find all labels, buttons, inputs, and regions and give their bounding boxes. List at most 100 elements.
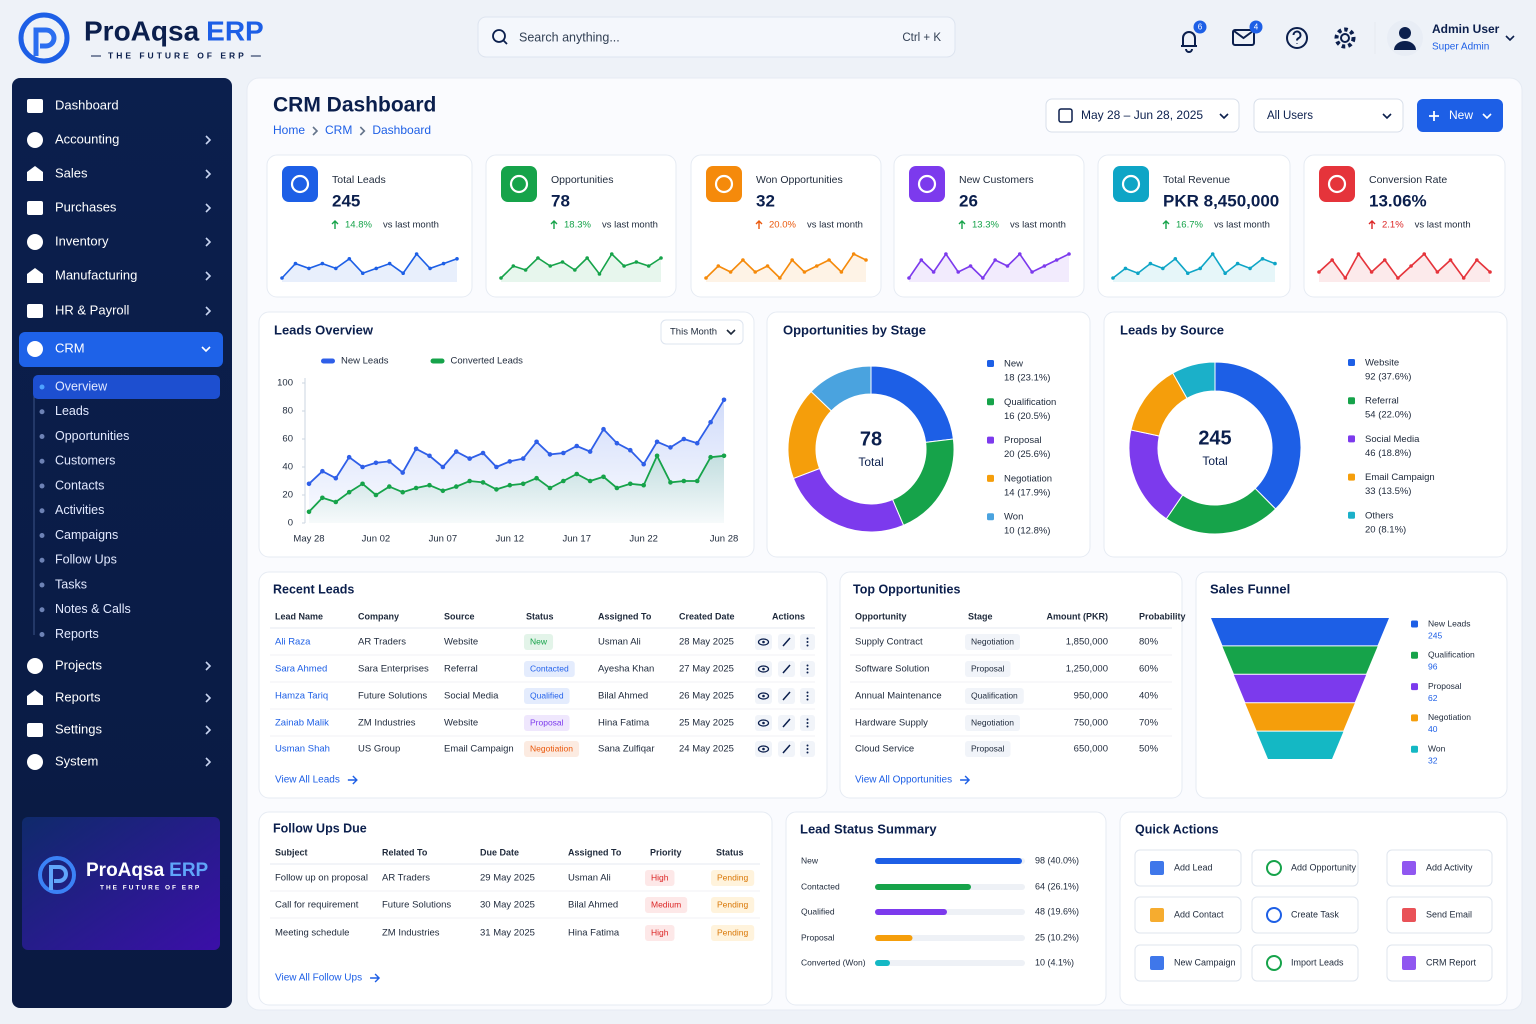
breadcrumb-item[interactable]: Home — [273, 123, 305, 137]
legend-label: Proposal — [1004, 435, 1042, 446]
sparkline-point — [659, 256, 663, 260]
data-point — [494, 487, 499, 492]
nav-item[interactable]: Settings — [55, 721, 102, 736]
quick-action-button[interactable] — [1134, 896, 1242, 934]
chart-title: Leads by Source — [1120, 322, 1224, 337]
subnav-item[interactable]: Tasks — [55, 577, 87, 591]
quick-action-button[interactable] — [1386, 944, 1493, 982]
table-cell[interactable]: Sara Ahmed — [275, 664, 327, 675]
nav-item[interactable]: Dashboard — [55, 97, 119, 112]
nav-item[interactable]: Inventory — [55, 233, 109, 248]
nav-item[interactable]: CRM — [55, 340, 85, 355]
legend-swatch — [1411, 745, 1418, 753]
table-cell: 27 May 2025 — [679, 664, 734, 675]
subnav-item[interactable]: Activities — [55, 503, 104, 517]
quick-action-button[interactable] — [1251, 944, 1359, 982]
table-cell[interactable]: Zainab Malik — [275, 718, 329, 729]
mail-icon[interactable] — [1232, 29, 1255, 46]
sparkline-point — [1461, 276, 1466, 280]
subnav-item[interactable]: Reports — [55, 627, 99, 641]
search-box[interactable] — [477, 16, 956, 58]
sparkline-point — [360, 271, 365, 276]
sparkline-area — [1113, 254, 1275, 282]
more-icon — [806, 695, 809, 697]
data-point — [627, 481, 633, 487]
subnav-item[interactable]: Campaigns — [55, 528, 118, 542]
data-point — [574, 443, 580, 449]
user-role: Super Admin — [1432, 42, 1489, 53]
view-all-link[interactable]: View All Follow Ups — [275, 973, 362, 984]
data-point — [534, 475, 539, 481]
table-cell[interactable]: Usman Shah — [275, 744, 330, 755]
table-cell: Follow up on proposal — [275, 873, 368, 884]
nav-item[interactable]: Manufacturing — [55, 267, 137, 282]
sparkline-point — [622, 264, 626, 268]
subnav-item[interactable]: Contacts — [55, 478, 104, 492]
nav-item[interactable]: Projects — [55, 657, 102, 672]
quick-action-button[interactable] — [1386, 849, 1493, 887]
table-cell[interactable]: Hamza Tariq — [275, 691, 328, 702]
badge — [645, 870, 675, 886]
chart-title: Lead Status Summary — [800, 821, 937, 836]
sidebar — [12, 78, 232, 1008]
legend-value: 40 — [1428, 724, 1438, 734]
settings-icon — [1340, 33, 1350, 43]
nav-item[interactable]: HR & Payroll — [55, 302, 130, 317]
nav-item[interactable]: Reports — [55, 689, 101, 704]
user-filter[interactable] — [1253, 98, 1404, 133]
nav-item[interactable]: System — [55, 753, 98, 768]
sparkline — [1318, 252, 1491, 280]
subnav-dot — [39, 434, 45, 439]
quick-action-button[interactable] — [1134, 849, 1242, 887]
data-point — [520, 481, 526, 487]
quick-action-button[interactable] — [1251, 849, 1359, 887]
table-cell: Hina Fatima — [598, 718, 650, 729]
subnav-item[interactable]: Notes & Calls — [55, 602, 131, 616]
subnav-dot — [39, 632, 45, 637]
nav-item[interactable]: Sales — [55, 165, 88, 180]
sparkline-point — [1136, 271, 1140, 276]
column-header: Assigned To — [598, 611, 652, 621]
table-cell: Usman Ali — [598, 637, 641, 648]
legend-swatch — [430, 358, 445, 364]
data-point — [373, 492, 379, 498]
legend-swatch — [987, 513, 994, 521]
period-dropdown[interactable] — [660, 319, 744, 345]
view-all-link[interactable]: View All Leads — [275, 775, 340, 786]
nav-item[interactable]: Accounting — [55, 131, 119, 146]
subnav-item[interactable]: Leads — [55, 404, 89, 418]
quick-action-button[interactable] — [1134, 944, 1242, 982]
subnav-item[interactable]: Opportunities — [55, 429, 129, 443]
quick-action-button[interactable] — [1251, 896, 1359, 934]
column-header: Priority — [650, 847, 682, 857]
column-header: Lead Name — [275, 611, 323, 621]
chart-title: Sales Funnel — [1210, 581, 1290, 596]
nav-item[interactable]: Purchases — [55, 199, 117, 214]
data-point — [721, 397, 727, 403]
sparkline-point — [704, 276, 708, 280]
quick-action-button[interactable] — [1386, 896, 1493, 934]
quick-action-label: Add Activity — [1426, 862, 1473, 872]
date-range-picker[interactable] — [1045, 98, 1240, 133]
sparkline-point — [1123, 266, 1128, 271]
view-all-link[interactable]: View All Opportunities — [855, 775, 952, 786]
breadcrumb-item[interactable]: CRM — [325, 123, 352, 137]
funnel-stage — [1256, 731, 1344, 759]
breadcrumb-item[interactable]: Dashboard — [372, 123, 431, 137]
kpi-icon — [1113, 166, 1149, 202]
table-cell: Cloud Service — [855, 744, 914, 755]
sparkline-point — [280, 276, 284, 280]
view-icon — [762, 667, 765, 671]
data-point — [494, 464, 499, 470]
legend-value: 20 (25.6%) — [1004, 449, 1050, 460]
quick-action-icon — [1266, 907, 1282, 923]
new-button[interactable] — [1417, 99, 1503, 132]
subnav-dot — [39, 483, 45, 489]
sparkline-point — [548, 264, 553, 268]
subnav-item[interactable]: Overview — [55, 379, 108, 393]
table-cell[interactable]: Ali Raza — [275, 637, 311, 648]
subnav-item[interactable]: Follow Ups — [55, 553, 117, 567]
column-header: Due Date — [480, 847, 519, 857]
subnav-item[interactable]: Customers — [55, 454, 115, 468]
